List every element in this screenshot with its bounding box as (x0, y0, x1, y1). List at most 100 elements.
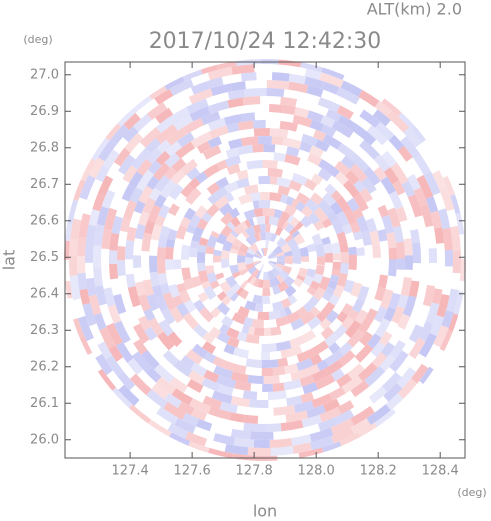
echo-cell (302, 275, 314, 287)
echo-cell (438, 208, 451, 230)
echo-cell (266, 80, 290, 90)
echo-cell (341, 315, 355, 330)
echo-cell (103, 287, 116, 307)
echo-cell (310, 192, 324, 206)
echo-cell (117, 260, 126, 277)
echo-cell (215, 176, 230, 190)
echo-cell (304, 68, 322, 81)
echo-cell (138, 185, 154, 204)
echo-cell (231, 453, 255, 461)
echo-cell (229, 362, 247, 375)
echo-cell (408, 337, 426, 360)
echo-cell (186, 224, 197, 235)
echo-cell (316, 256, 325, 266)
echo-cell (293, 277, 304, 288)
echo-cell (261, 351, 271, 360)
echo-cell (104, 207, 118, 231)
echo-cell (379, 354, 396, 372)
echo-cell (147, 83, 167, 100)
echo-cell (336, 87, 360, 105)
echo-cell (283, 363, 299, 375)
echo-cell (231, 282, 242, 293)
echo-cell (213, 249, 222, 256)
echo-cell (263, 144, 276, 153)
chart-title: 2017/10/24 12:42:30 (149, 29, 382, 54)
echo-cell (269, 438, 293, 448)
echo-cell (93, 312, 107, 331)
echo-cell (149, 271, 160, 287)
echo-cell (198, 306, 215, 323)
echo-cell (263, 375, 280, 385)
y-tick-label: 26.5 (30, 250, 59, 265)
echo-cell (229, 264, 240, 275)
echo-cell (129, 373, 152, 396)
echo-cell (310, 173, 324, 186)
echo-cell (468, 236, 477, 259)
echo-cell (237, 262, 247, 272)
echo-cell (77, 315, 94, 342)
echo-cell (195, 171, 208, 184)
echo-cell (358, 89, 380, 108)
echo-cell (95, 165, 110, 183)
echo-cell (411, 363, 429, 384)
echo-cell (316, 359, 329, 372)
echo-cell (291, 172, 308, 186)
echo-cell (221, 315, 234, 328)
echo-cell (150, 223, 163, 241)
echo-cell (251, 318, 264, 328)
echo-cell (270, 445, 294, 456)
echo-cell (278, 272, 288, 281)
echo-cell (307, 212, 321, 225)
echo-cell (386, 232, 397, 249)
echo-cell (280, 243, 292, 254)
echo-cell (172, 295, 184, 307)
echo-cell (239, 289, 249, 300)
echo-cell (200, 111, 221, 126)
echo-cell (279, 308, 287, 318)
echo-cell (168, 183, 184, 200)
echo-cell (290, 198, 300, 209)
echo-cell (400, 277, 412, 297)
echo-cell (256, 216, 266, 225)
echo-cell (127, 404, 151, 426)
echo-cell (127, 93, 153, 115)
echo-cell (395, 241, 405, 259)
echo-cell (213, 365, 234, 380)
echo-cell (282, 265, 292, 275)
echo-cell (345, 170, 360, 185)
plot-frame (64, 61, 466, 459)
echo-cell (431, 288, 443, 305)
echo-cell (338, 350, 356, 367)
echo-cell (276, 259, 285, 266)
echo-cell (336, 373, 353, 388)
echo-cell (224, 155, 241, 168)
echo-cell (97, 175, 114, 196)
echo-cell (284, 285, 297, 297)
echo-cell (356, 215, 369, 233)
echo-cell (284, 204, 297, 216)
echo-cell (138, 211, 150, 226)
echo-cell (267, 168, 284, 178)
echo-cell (231, 64, 255, 75)
echo-cell (232, 347, 250, 359)
echo-cell (197, 251, 206, 264)
echo-cell (253, 260, 262, 265)
echo-cell (158, 204, 171, 219)
echo-cell (132, 255, 142, 269)
echo-cell (171, 388, 193, 406)
echo-cell (219, 280, 232, 294)
echo-cell (259, 192, 270, 201)
echo-cell (216, 233, 228, 245)
echo-cell (246, 160, 263, 170)
echo-cell (290, 370, 303, 382)
echo-cell (122, 126, 139, 143)
y-tick-label: 26.0 (30, 432, 59, 447)
echo-cell (216, 302, 231, 316)
echo-cell (446, 288, 459, 313)
echo-cell (329, 386, 346, 401)
echo-cell (397, 313, 411, 330)
echo-cell (425, 196, 439, 213)
x-tick-label: 127.4 (112, 464, 149, 479)
echo-cell (193, 299, 206, 312)
echo-cell (239, 268, 249, 276)
